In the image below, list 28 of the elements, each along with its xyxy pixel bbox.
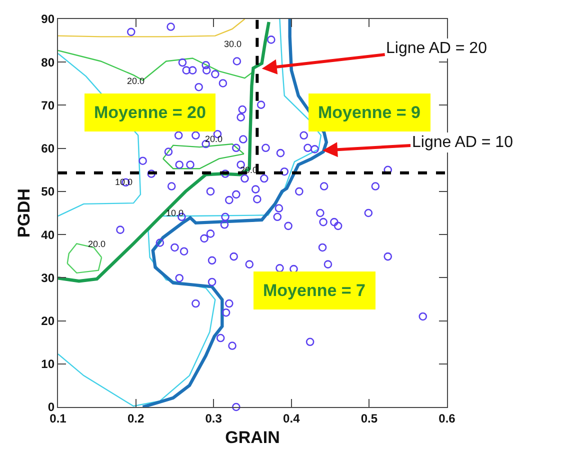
y-tick-label: 80 bbox=[41, 55, 55, 70]
annotation: Moyenne = 9 bbox=[318, 103, 421, 122]
y-tick-label: 90 bbox=[41, 12, 55, 26]
x-tick-label: 0.5 bbox=[360, 412, 378, 426]
y-tick-label: 40 bbox=[41, 228, 55, 242]
y-tick-label: 50 bbox=[41, 184, 55, 199]
x-tick-label: 0.6 bbox=[438, 412, 456, 426]
y-tick-label: 0 bbox=[48, 400, 55, 414]
annotation: Ligne AD = 10 bbox=[412, 134, 514, 151]
y-axis-title: PGDH bbox=[14, 188, 34, 238]
x-tick-label: 0.1 bbox=[50, 412, 67, 426]
annotation: 20.0 bbox=[127, 76, 145, 86]
annotation: 30.0 bbox=[224, 39, 242, 49]
annotation: 20.0 bbox=[88, 239, 106, 249]
annotation: 10.0 bbox=[166, 208, 184, 218]
annotation: Moyenne = 7 bbox=[263, 281, 366, 300]
y-tick-label: 30 bbox=[41, 270, 55, 285]
annotation: 20.0 bbox=[205, 134, 223, 144]
x-tick-label: 0.4 bbox=[283, 412, 300, 426]
y-tick-label: 20 bbox=[41, 314, 55, 328]
y-tick-label: 10 bbox=[41, 357, 55, 372]
x-tick-label: 0.3 bbox=[205, 412, 222, 426]
x-tick-label: 0.2 bbox=[127, 412, 144, 426]
annotation: Moyenne = 20 bbox=[94, 103, 206, 122]
y-tick-label: 60 bbox=[41, 142, 55, 156]
annotation: Ligne AD = 20 bbox=[386, 40, 488, 57]
y-tick-label: 70 bbox=[41, 98, 55, 112]
x-axis-title: GRAIN bbox=[225, 428, 280, 447]
